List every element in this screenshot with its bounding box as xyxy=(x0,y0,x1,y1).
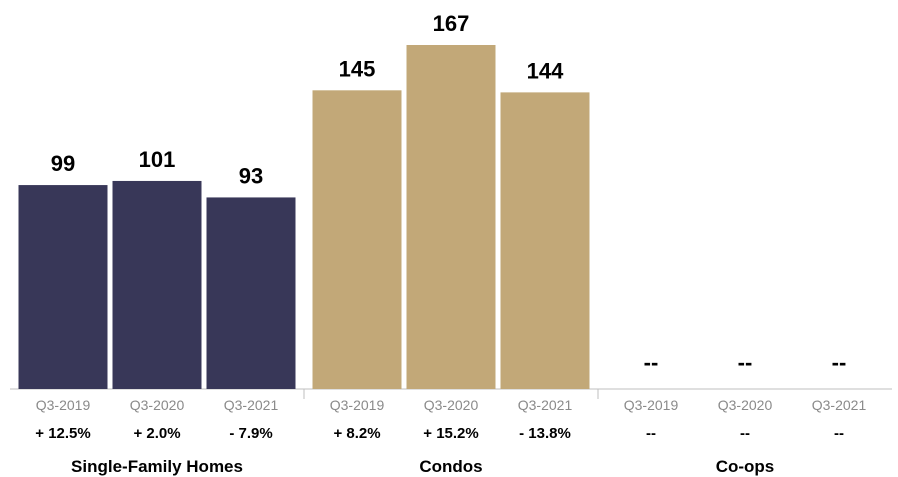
percent-change-label: -- xyxy=(646,425,656,442)
percent-change-label: + 2.0% xyxy=(133,425,180,442)
bar-condos-q3-2020 xyxy=(406,45,496,389)
bar-single-family-homes-q3-2020 xyxy=(112,180,202,389)
x-tick-label: Q3-2020 xyxy=(130,397,185,413)
bar-single-family-homes-q3-2019 xyxy=(18,185,108,389)
bar-value-placeholder: -- xyxy=(738,350,753,375)
percent-change-label: + 15.2% xyxy=(423,425,478,442)
x-tick-label: Q3-2020 xyxy=(718,397,773,413)
bar-condos-q3-2021 xyxy=(500,92,590,389)
group-label: Single-Family Homes xyxy=(71,457,243,476)
x-tick-label: Q3-2020 xyxy=(424,397,479,413)
bar-value-label: 99 xyxy=(51,151,75,176)
bar-single-family-homes-q3-2021 xyxy=(206,197,296,389)
bar-condos-q3-2019 xyxy=(312,90,402,389)
bar-value-placeholder: -- xyxy=(832,350,847,375)
x-tick-label: Q3-2019 xyxy=(624,397,679,413)
bar-value-label: 101 xyxy=(139,147,176,172)
bar-value-label: 144 xyxy=(527,58,564,83)
bar-value-label: 167 xyxy=(433,11,470,36)
x-tick-label: Q3-2021 xyxy=(812,397,867,413)
percent-change-label: - 7.9% xyxy=(229,425,272,442)
bar-value-label: 93 xyxy=(239,163,263,188)
percent-change-label: + 8.2% xyxy=(333,425,380,442)
x-tick-label: Q3-2021 xyxy=(224,397,279,413)
percent-change-label: - 13.8% xyxy=(519,425,571,442)
bar-value-label: 145 xyxy=(339,56,376,81)
percent-change-label: -- xyxy=(740,425,750,442)
group-label: Condos xyxy=(419,457,482,476)
x-tick-label: Q3-2019 xyxy=(330,397,385,413)
percent-change-label: + 12.5% xyxy=(35,425,90,442)
bar-value-placeholder: -- xyxy=(644,350,659,375)
x-tick-label: Q3-2019 xyxy=(36,397,91,413)
x-tick-label: Q3-2021 xyxy=(518,397,573,413)
percent-change-label: -- xyxy=(834,425,844,442)
group-label: Co-ops xyxy=(716,457,775,476)
